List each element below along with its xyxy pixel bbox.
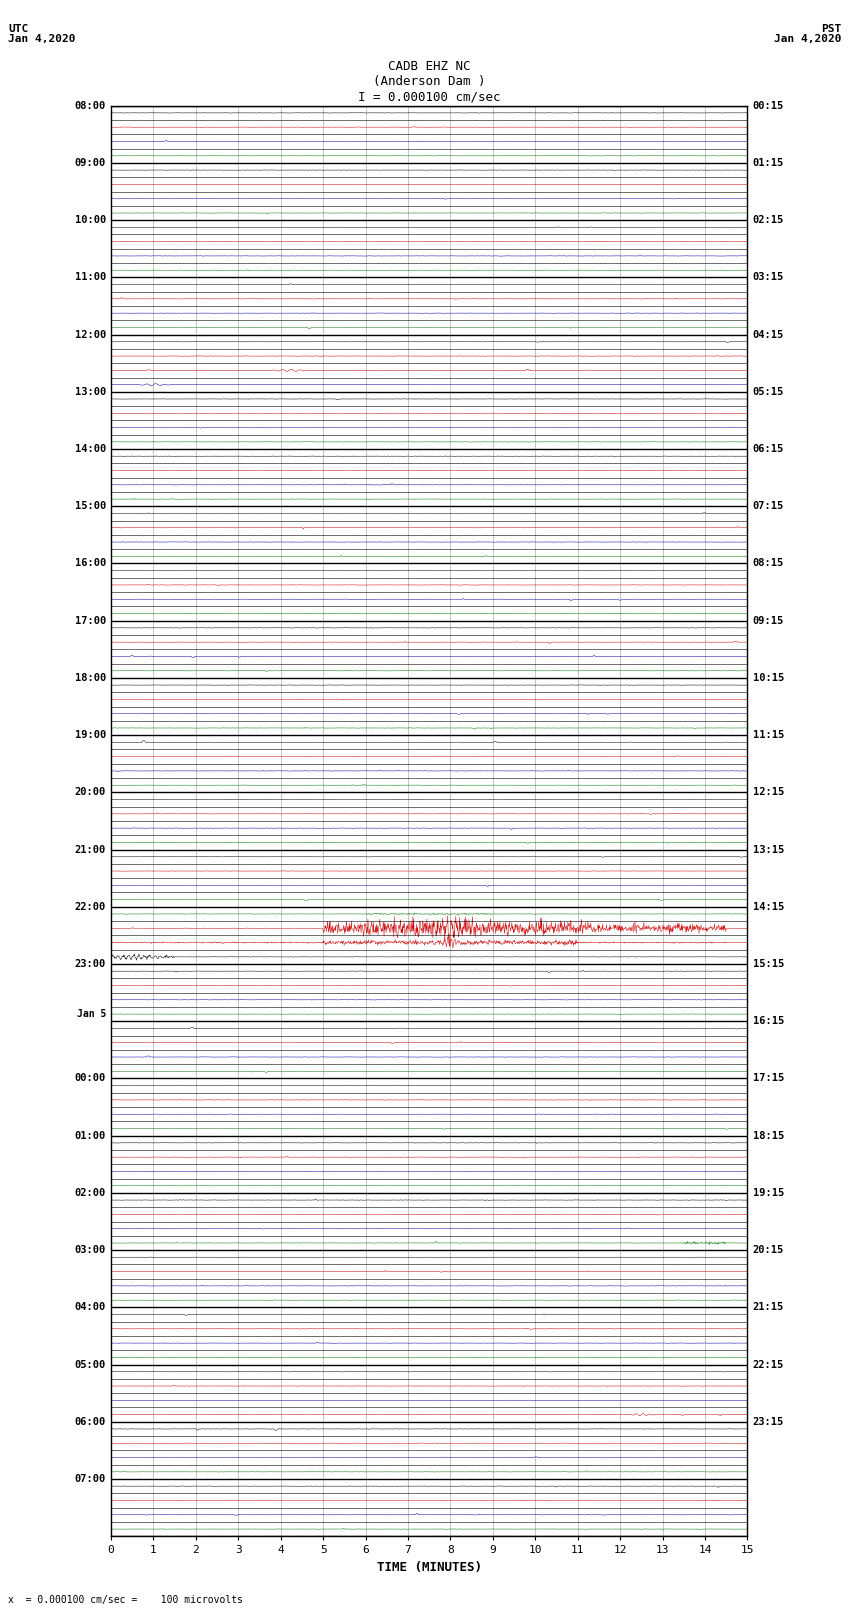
Text: 11:00: 11:00 [75,273,106,282]
Text: 08:00: 08:00 [75,100,106,111]
Text: Jan 5: Jan 5 [76,1010,106,1019]
Text: 04:15: 04:15 [752,329,784,340]
Text: 04:00: 04:00 [75,1302,106,1313]
Text: x  = 0.000100 cm/sec =    100 microvolts: x = 0.000100 cm/sec = 100 microvolts [8,1595,243,1605]
Text: 15:00: 15:00 [75,502,106,511]
Text: 19:00: 19:00 [75,731,106,740]
Text: 23:00: 23:00 [75,960,106,969]
Text: 09:15: 09:15 [752,616,784,626]
Text: 05:00: 05:00 [75,1360,106,1369]
Text: 16:15: 16:15 [752,1016,784,1026]
Text: 06:00: 06:00 [75,1416,106,1428]
Text: 10:00: 10:00 [75,215,106,226]
Text: 08:15: 08:15 [752,558,784,568]
Text: 00:15: 00:15 [752,100,784,111]
Text: 20:15: 20:15 [752,1245,784,1255]
Text: 05:15: 05:15 [752,387,784,397]
Text: 18:00: 18:00 [75,673,106,682]
X-axis label: TIME (MINUTES): TIME (MINUTES) [377,1561,482,1574]
Text: 20:00: 20:00 [75,787,106,797]
Text: 22:15: 22:15 [752,1360,784,1369]
Text: 07:00: 07:00 [75,1474,106,1484]
Text: 18:15: 18:15 [752,1131,784,1140]
Text: Jan 4,2020: Jan 4,2020 [8,34,76,44]
Text: 21:00: 21:00 [75,845,106,855]
Text: 13:00: 13:00 [75,387,106,397]
Text: Jan 4,2020: Jan 4,2020 [774,34,842,44]
Text: 02:00: 02:00 [75,1187,106,1198]
Text: 13:15: 13:15 [752,845,784,855]
Text: 21:15: 21:15 [752,1302,784,1313]
Text: 17:00: 17:00 [75,616,106,626]
Text: 07:15: 07:15 [752,502,784,511]
Text: 11:15: 11:15 [752,731,784,740]
Text: 22:00: 22:00 [75,902,106,911]
Text: 19:15: 19:15 [752,1187,784,1198]
Text: 03:00: 03:00 [75,1245,106,1255]
Text: 02:15: 02:15 [752,215,784,226]
Text: UTC: UTC [8,24,29,34]
Text: 23:15: 23:15 [752,1416,784,1428]
Text: 03:15: 03:15 [752,273,784,282]
Text: 16:00: 16:00 [75,558,106,568]
Text: 01:15: 01:15 [752,158,784,168]
Text: 10:15: 10:15 [752,673,784,682]
Text: PST: PST [821,24,842,34]
Title: CADB EHZ NC
(Anderson Dam )
I = 0.000100 cm/sec: CADB EHZ NC (Anderson Dam ) I = 0.000100… [358,60,501,103]
Text: 06:15: 06:15 [752,444,784,453]
Text: 14:15: 14:15 [752,902,784,911]
Text: 01:00: 01:00 [75,1131,106,1140]
Text: 14:00: 14:00 [75,444,106,453]
Text: 17:15: 17:15 [752,1074,784,1084]
Text: 12:15: 12:15 [752,787,784,797]
Text: 12:00: 12:00 [75,329,106,340]
Text: 15:15: 15:15 [752,960,784,969]
Text: 00:00: 00:00 [75,1074,106,1084]
Text: 09:00: 09:00 [75,158,106,168]
